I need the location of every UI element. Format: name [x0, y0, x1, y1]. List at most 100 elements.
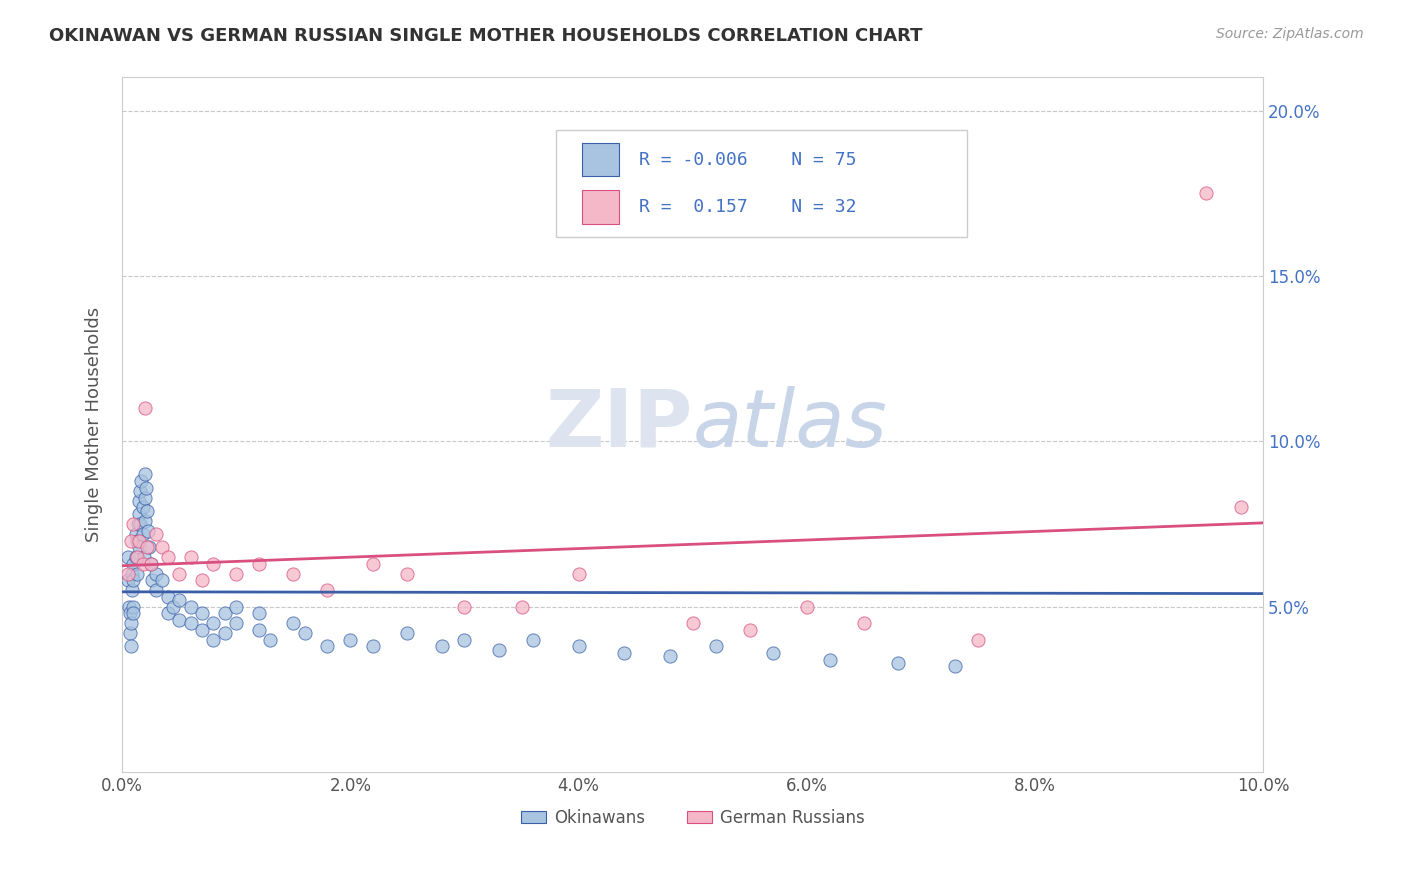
Point	[316, 583, 339, 598]
Point	[852, 616, 875, 631]
Point	[150, 540, 173, 554]
Point	[943, 659, 966, 673]
Point	[567, 566, 589, 581]
Point	[122, 599, 145, 614]
Point	[141, 573, 163, 587]
Point	[761, 646, 783, 660]
Point	[738, 623, 761, 637]
Point	[156, 607, 179, 621]
Point	[180, 616, 202, 631]
Point	[396, 626, 419, 640]
Point	[118, 626, 141, 640]
Legend: Okinawans, German Russians: Okinawans, German Russians	[515, 802, 872, 833]
Point	[135, 481, 157, 495]
Point	[294, 626, 316, 640]
Point	[132, 549, 155, 564]
Point	[122, 557, 145, 571]
Point	[214, 626, 236, 640]
Point	[118, 607, 141, 621]
Point	[136, 540, 159, 554]
Point	[121, 583, 143, 598]
Point	[283, 566, 305, 581]
FancyBboxPatch shape	[582, 143, 619, 177]
Point	[259, 632, 281, 647]
Point	[1195, 186, 1218, 201]
Text: Source: ZipAtlas.com: Source: ZipAtlas.com	[1216, 27, 1364, 41]
Point	[122, 607, 145, 621]
Point	[145, 583, 167, 598]
Point	[122, 516, 145, 531]
Text: OKINAWAN VS GERMAN RUSSIAN SINGLE MOTHER HOUSEHOLDS CORRELATION CHART: OKINAWAN VS GERMAN RUSSIAN SINGLE MOTHER…	[49, 27, 922, 45]
Point	[796, 599, 818, 614]
Point	[117, 573, 139, 587]
Point	[134, 401, 156, 416]
Point	[202, 616, 225, 631]
Point	[131, 474, 153, 488]
Point	[247, 557, 270, 571]
Point	[128, 533, 150, 548]
Point	[396, 566, 419, 581]
Point	[139, 557, 162, 571]
Point	[117, 566, 139, 581]
Point	[283, 616, 305, 631]
Point	[121, 566, 143, 581]
Point	[145, 566, 167, 581]
Point	[339, 632, 361, 647]
Point	[202, 557, 225, 571]
Point	[180, 599, 202, 614]
Point	[430, 640, 453, 654]
Point	[125, 566, 148, 581]
Point	[120, 640, 142, 654]
FancyBboxPatch shape	[555, 129, 966, 237]
Point	[162, 599, 184, 614]
Text: atlas: atlas	[693, 385, 887, 464]
Point	[129, 516, 152, 531]
Point	[967, 632, 990, 647]
Point	[125, 549, 148, 564]
Text: R = -0.006    N = 75: R = -0.006 N = 75	[640, 151, 856, 169]
Point	[120, 616, 142, 631]
Point	[361, 557, 384, 571]
Point	[1229, 500, 1251, 515]
Point	[225, 566, 247, 581]
Point	[191, 607, 214, 621]
Point	[488, 642, 510, 657]
Point	[704, 640, 727, 654]
Point	[134, 491, 156, 505]
Point	[150, 573, 173, 587]
Point	[316, 640, 339, 654]
Point	[613, 646, 636, 660]
Point	[510, 599, 533, 614]
Point	[145, 527, 167, 541]
FancyBboxPatch shape	[582, 190, 619, 224]
Point	[167, 613, 190, 627]
Point	[818, 652, 841, 666]
Point	[453, 632, 475, 647]
Point	[136, 504, 159, 518]
Y-axis label: Single Mother Households: Single Mother Households	[86, 307, 103, 542]
Point	[225, 616, 247, 631]
Point	[117, 549, 139, 564]
Point	[129, 483, 152, 498]
Point	[225, 599, 247, 614]
Point	[134, 467, 156, 482]
Point	[156, 590, 179, 604]
Point	[180, 549, 202, 564]
Point	[567, 640, 589, 654]
Point	[214, 607, 236, 621]
Point	[131, 557, 153, 571]
Point	[682, 616, 704, 631]
Point	[191, 573, 214, 587]
Point	[122, 573, 145, 587]
Point	[125, 533, 148, 548]
Point	[125, 527, 148, 541]
Point	[128, 540, 150, 554]
Point	[128, 507, 150, 521]
Point	[887, 656, 910, 670]
Point	[128, 493, 150, 508]
Point	[247, 623, 270, 637]
Point	[139, 557, 162, 571]
Point	[522, 632, 544, 647]
Point	[120, 533, 142, 548]
Point	[453, 599, 475, 614]
